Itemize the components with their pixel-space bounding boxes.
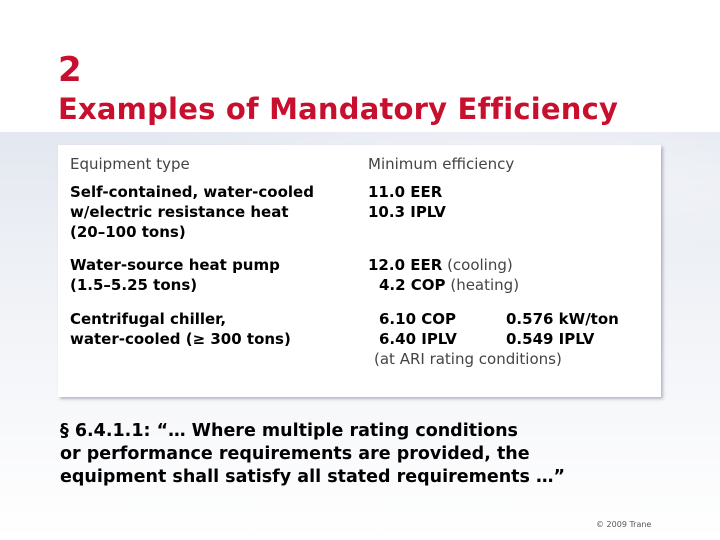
equipment-line: w/electric resistance heat <box>70 203 289 221</box>
efficiency-value: 11.0 EER <box>368 183 443 201</box>
equipment-line: water-cooled (≥ 300 tons) <box>70 330 291 348</box>
quote-line: equipment shall satisfy all stated requi… <box>60 467 566 487</box>
efficiency-value: 6.10 COP <box>379 310 456 328</box>
header-minimum-efficiency: Minimum efficiency <box>368 155 515 173</box>
efficiency-note: (at ARI rating conditions) <box>374 350 562 368</box>
equipment-line: Centrifugal chiller, <box>70 310 227 328</box>
equipment-line: (20–100 tons) <box>70 223 186 241</box>
efficiency-alt-value: 0.576 kW/ton <box>506 310 619 328</box>
efficiency-value: 12.0 EER <box>368 256 443 274</box>
standard-quote: § 6.4.1.1: “… Where multiple rating cond… <box>60 420 660 489</box>
equipment-line: Self-contained, water-cooled <box>70 183 314 201</box>
efficiency-note: (cooling) <box>447 256 513 274</box>
efficiency-value: 6.40 IPLV <box>379 330 457 348</box>
efficiency-value: 10.3 IPLV <box>368 203 446 221</box>
quote-line: or performance requirements are provided… <box>60 444 530 464</box>
efficiency-cooling: 12.0 EER (cooling) <box>368 255 513 275</box>
quote-line: § 6.4.1.1: “… Where multiple rating cond… <box>60 421 518 441</box>
efficiency-table: Equipment type Minimum efficiency Self-c… <box>58 145 661 397</box>
efficiency-note: (heating) <box>450 276 520 294</box>
header-equipment-type: Equipment type <box>70 155 190 173</box>
efficiency-heating: 4.2 COP (heating) <box>379 275 519 295</box>
slide-number: 2 <box>58 50 82 90</box>
slide-title: Examples of Mandatory Efficiency <box>58 92 619 126</box>
copyright-notice: © 2009 Trane <box>596 520 652 529</box>
equipment-line: Water-source heat pump <box>70 256 280 274</box>
efficiency-alt-value: 0.549 IPLV <box>506 330 595 348</box>
efficiency-value: 4.2 COP <box>379 276 446 294</box>
equipment-line: (1.5–5.25 tons) <box>70 276 198 294</box>
